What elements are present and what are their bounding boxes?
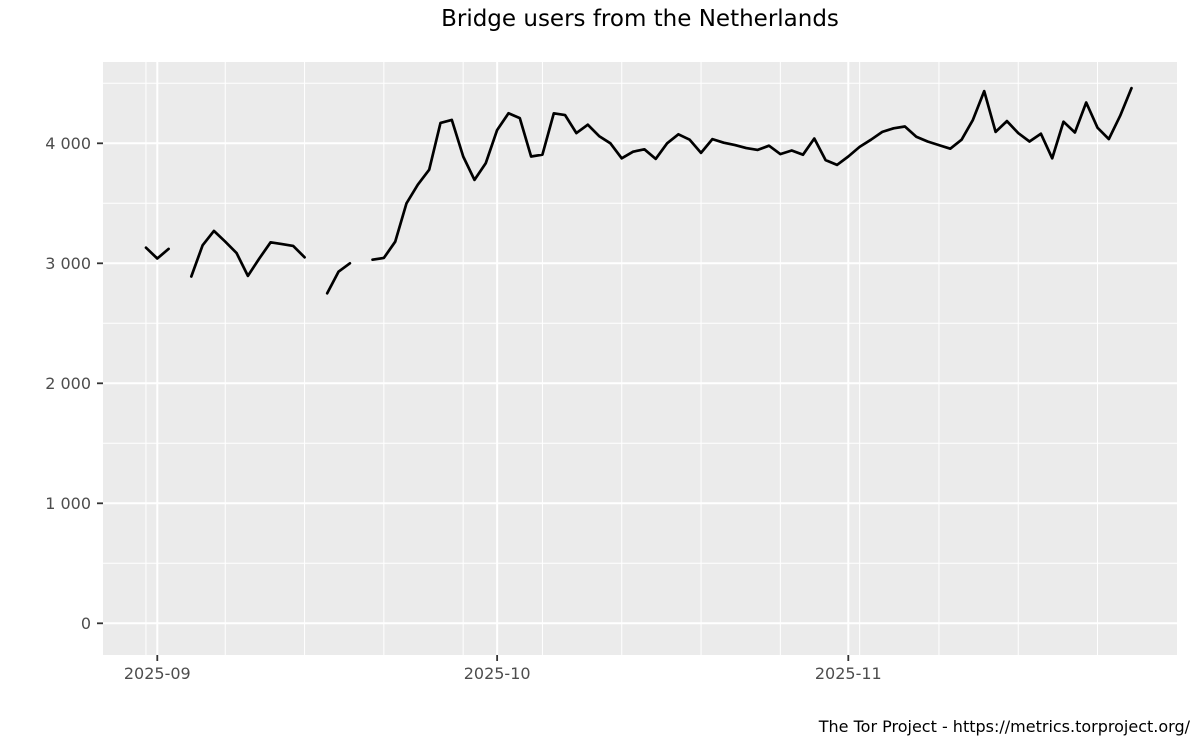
- y-tick-label: 0: [81, 614, 91, 633]
- y-tick-label: 3 000: [45, 254, 91, 273]
- x-tick-label: 2025-09: [124, 664, 191, 683]
- y-tick-label: 4 000: [45, 134, 91, 153]
- data-line-bridge-users: [144, 86, 1133, 295]
- panel-background: [103, 62, 1177, 655]
- x-tick-label: 2025-10: [464, 664, 531, 683]
- y-tick-label: 2 000: [45, 374, 91, 393]
- y-tick-label: 1 000: [45, 494, 91, 513]
- x-tick-label: 2025-11: [815, 664, 882, 683]
- chart-title: Bridge users from the Netherlands: [441, 6, 839, 32]
- source-attribution: The Tor Project - https://metrics.torpro…: [818, 717, 1190, 736]
